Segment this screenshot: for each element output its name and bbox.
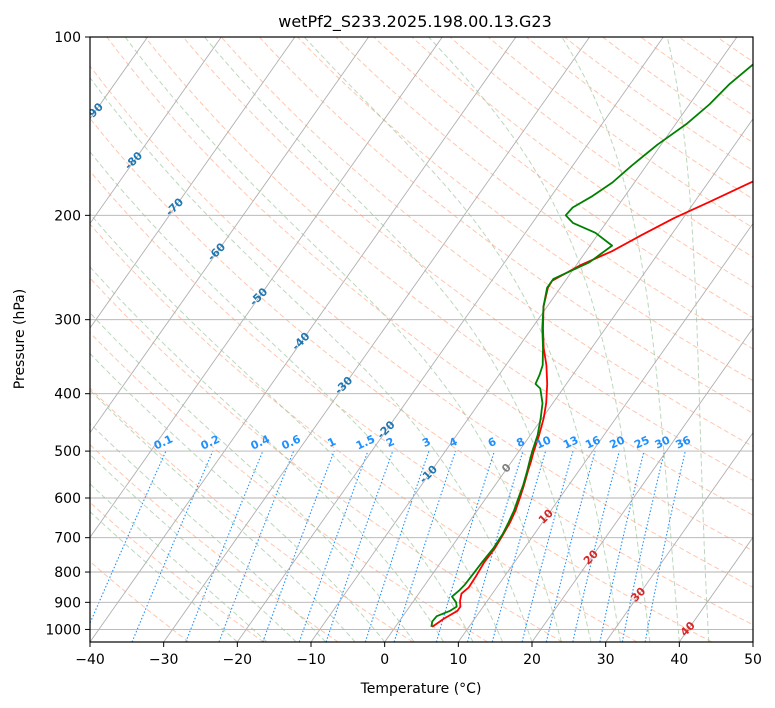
dry-adiabat: [90, 331, 488, 642]
mixing-ratio-line: [131, 450, 214, 642]
mixing-ratio-line: [90, 450, 167, 625]
mixing-ratio-label: 13: [561, 433, 580, 451]
moist-adiabat: [428, 37, 651, 642]
isotherm-line: [90, 37, 443, 539]
y-tick-label: 200: [54, 208, 81, 224]
mixing-ratio-line: [262, 450, 335, 642]
mixing-ratio-line: [599, 450, 645, 642]
moist-adiabat: [561, 37, 680, 642]
moist-adiabat: [90, 483, 268, 642]
mixing-ratio-line: [644, 450, 686, 642]
x-tick-label: 0: [380, 652, 389, 668]
isotherm-line: [457, 222, 753, 642]
y-tick-label: 700: [54, 531, 81, 547]
mixing-ratio-line: [364, 450, 430, 642]
isotherm-line: [236, 37, 664, 642]
x-tick-label: 40: [670, 652, 688, 668]
moist-adiabat: [204, 37, 592, 642]
mixing-ratio-line: [185, 450, 264, 642]
x-tick-label: −40: [75, 652, 105, 668]
dry-adiabat: [373, 37, 753, 319]
y-tick-label: 1000: [45, 622, 81, 638]
background-lines: [90, 37, 753, 642]
mixing-ratio-line: [298, 450, 369, 642]
mixing-ratio-line: [621, 450, 666, 642]
mixing-ratio-line: [466, 450, 524, 642]
y-tick-label: 900: [54, 595, 81, 611]
x-tick-label: −20: [223, 652, 253, 668]
dry-adiabat: [220, 37, 753, 447]
x-tick-label: 20: [523, 652, 541, 668]
mixing-ratio-label: 16: [583, 433, 603, 451]
dry-adiabat: [90, 560, 190, 642]
isotherm-line: [90, 37, 369, 434]
mixing-ratio-line: [325, 450, 394, 642]
y-tick-label: 400: [54, 387, 81, 403]
mixing-ratio-label: 25: [632, 433, 651, 451]
dry-adiabat: [334, 37, 753, 350]
moist-adiabat: [90, 389, 356, 642]
moist-adiabat: [666, 37, 710, 642]
profile-lines: [430, 63, 753, 628]
x-tick-label: −30: [149, 652, 179, 668]
x-axis-ticks: −40 −30 −20 −10 0 10 20 30 40 50: [75, 642, 762, 668]
dry-adiabat: [90, 170, 712, 642]
moist-adiabat: [90, 76, 533, 642]
dry-adiabat: [411, 37, 753, 288]
dry-adiabat: [90, 117, 753, 626]
x-tick-label: 10: [449, 652, 467, 668]
dry-adiabat: [90, 387, 414, 642]
chart-title: wetPf2_S233.2025.198.00.13.G23: [278, 12, 552, 32]
y-tick-label: 800: [54, 565, 81, 581]
moist-adiabat: [90, 266, 445, 642]
dry-adiabat: [106, 37, 753, 552]
moist-adiabat: [90, 352, 386, 642]
y-tick-label: 500: [54, 444, 81, 460]
moist-adiabat: [90, 151, 503, 642]
mixing-ratio-line: [521, 450, 574, 642]
mixing-ratio-line: [218, 450, 295, 642]
mixing-ratio-line: [572, 450, 620, 642]
y-tick-label: 100: [54, 30, 81, 46]
plot-frame: [89, 36, 754, 643]
y-tick-label: 300: [54, 313, 81, 329]
moist-adiabat: [90, 422, 327, 642]
isotherm-line: [90, 37, 296, 329]
dry-adiabat: [144, 37, 753, 516]
isotherm-line: [384, 118, 753, 642]
dry-adiabat: [258, 37, 753, 414]
dry-adiabat: [90, 223, 638, 642]
moist-adiabat: [90, 213, 474, 642]
temperature-line: [431, 180, 753, 628]
x-tick-label: −10: [296, 652, 326, 668]
isotherm-line: [90, 37, 222, 225]
y-axis-ticks: 100 200 300 400 500 600 700 800 900 1000: [45, 30, 90, 638]
isotherm-line: [531, 327, 753, 642]
plot-area: -100-90-80-70-60-50-40-30-20-10010203040…: [90, 37, 753, 642]
x-axis-label: Temperature (°C): [360, 681, 482, 697]
dry-adiabat: [90, 277, 563, 642]
dry-adiabat: [90, 444, 339, 642]
mixing-ratio-label: 30: [653, 433, 673, 451]
mixing-ratio-label: 20: [608, 433, 628, 451]
isotherm-line: [605, 431, 753, 642]
y-tick-label: 600: [54, 491, 81, 507]
x-tick-label: 30: [597, 652, 615, 668]
y-axis-label: Pressure (hPa): [12, 289, 28, 389]
mixing-ratio-label: 10: [534, 433, 554, 451]
dewpoint-line: [430, 63, 753, 628]
moist-adiabat: [124, 37, 562, 642]
mixing-ratio-label: 36: [674, 433, 694, 451]
isotherm-line: [678, 536, 753, 642]
isotherm-line: [163, 37, 590, 642]
isotherm-line: [90, 37, 517, 642]
x-tick-label: 50: [744, 652, 762, 668]
moist-adiabat: [303, 37, 621, 642]
